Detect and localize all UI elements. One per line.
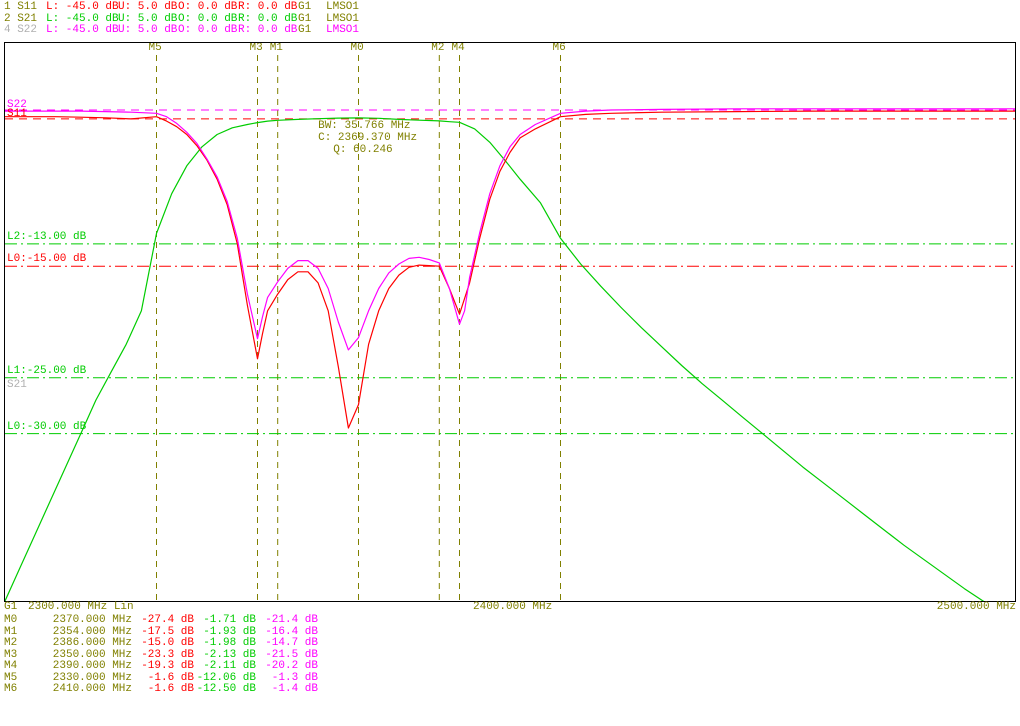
marker-table-row: M42390.000 MHz-19.3 dB-2.11 dB-20.2 dB bbox=[4, 661, 318, 673]
xaxis-mid: 2400.000 MHz bbox=[473, 602, 552, 614]
level-label: L0:-15.00 dB bbox=[7, 254, 86, 266]
level-label: L0:-30.00 dB bbox=[7, 422, 86, 434]
marker-table: M02370.000 MHz-27.4 dB-1.71 dB-21.4 dBM1… bbox=[4, 615, 318, 696]
marker-label: M2 bbox=[431, 43, 444, 55]
xaxis-group-label: G1 bbox=[4, 602, 17, 614]
level-side-label: S21 bbox=[7, 380, 27, 392]
marker-label: M3 bbox=[250, 43, 263, 55]
level-label: L2:-13.00 dB bbox=[7, 232, 86, 244]
level-label: L1:-25.00 dB bbox=[7, 366, 86, 378]
marker-table-row: M22386.000 MHz-15.0 dB-1.98 dB-14.7 dB bbox=[4, 638, 318, 650]
plot-area: M0 M1 M2 M3 M4 M5 M6 L2:-13.00 dB L0:-15.00 dB L1… bbox=[5, 43, 1015, 601]
trace-header-row: 4 S22L: -45.0 dBU: 5.0 dBO: 0.0 dBR: 0.0… bbox=[4, 25, 386, 37]
marker-label: M5 bbox=[149, 43, 162, 55]
marker-table-row: M02370.000 MHz-27.4 dB-1.71 dB-21.4 dB bbox=[4, 615, 318, 627]
marker-label: M0 bbox=[351, 43, 364, 55]
annotation: BW: 35.766 MHz bbox=[318, 121, 410, 133]
ref-line-label: S11 bbox=[7, 109, 27, 121]
xaxis-right: 2500.000 MHz bbox=[937, 602, 1016, 614]
xaxis-left: 2300.000 MHz Lin bbox=[28, 602, 134, 614]
plot-frame: M0 M1 M2 M3 M4 M5 M6 L2:-13.00 dB L0:-15.00 dB L1… bbox=[4, 42, 1016, 602]
marker-label: M1 bbox=[270, 43, 283, 55]
trace-header-row: 1 S11L: -45.0 dBU: 5.0 dBO: 0.0 dBR: 0.0… bbox=[4, 2, 386, 14]
marker-label: M4 bbox=[452, 43, 465, 55]
marker-table-row: M62410.000 MHz-1.6 dB-12.50 dB-1.4 dB bbox=[4, 684, 318, 696]
annotation: Q: 60.246 bbox=[333, 145, 392, 157]
annotation: C: 2369.370 MHz bbox=[318, 133, 417, 145]
trace-header: 1 S11L: -45.0 dBU: 5.0 dBO: 0.0 dBR: 0.0… bbox=[4, 2, 386, 37]
marker-label: M6 bbox=[553, 43, 566, 55]
